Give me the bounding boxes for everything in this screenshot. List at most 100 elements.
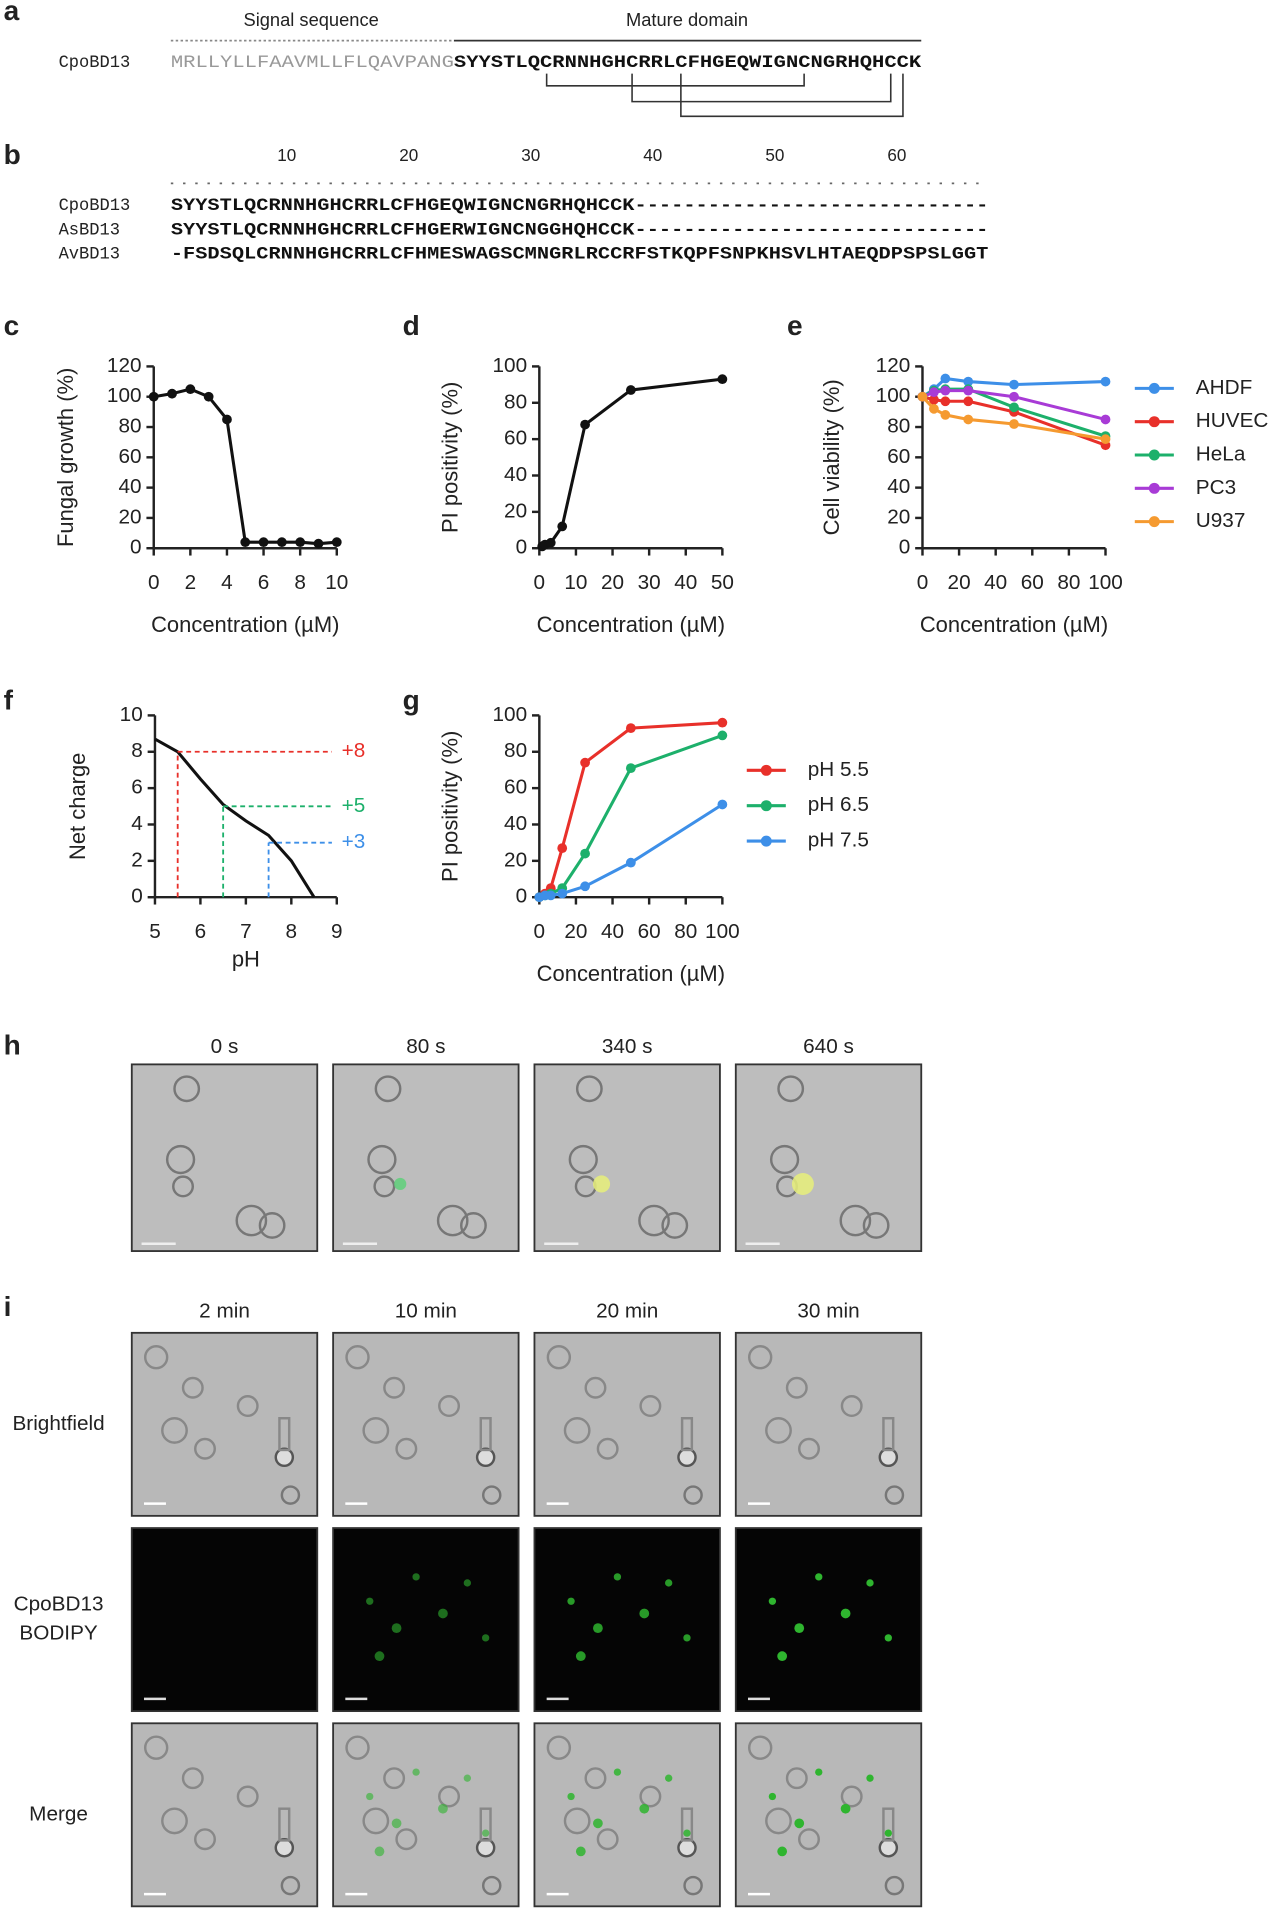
y-tick-label: 60: [504, 427, 527, 450]
point: [580, 848, 590, 859]
y-tick-label: 120: [107, 354, 142, 377]
signal: [593, 1175, 611, 1193]
point: [222, 414, 232, 425]
x-tick-label: 20: [948, 571, 971, 594]
panel-label: b: [4, 139, 21, 170]
seq-name: AsBD13: [59, 221, 121, 240]
legend-marker: [1148, 516, 1160, 528]
point: [203, 391, 214, 402]
x-tick-label: 50: [711, 571, 734, 594]
legend-marker: [1148, 416, 1160, 428]
series-line: [541, 377, 723, 548]
y-tick-label: 0: [899, 536, 911, 559]
x-tick-label: 20: [564, 920, 587, 943]
point: [258, 537, 269, 548]
point: [1100, 414, 1111, 425]
x-tick-label: 5: [149, 920, 161, 943]
point: [276, 537, 287, 548]
x-tick-label: 20: [601, 571, 624, 594]
point: [1009, 419, 1019, 429]
y-tick-label: 4: [131, 812, 143, 835]
time-label: 0 s: [211, 1035, 239, 1058]
point: [963, 376, 974, 387]
point: [580, 757, 590, 768]
legend-label: pH 7.5: [808, 829, 869, 852]
point: [557, 843, 568, 854]
legend-label: pH 6.5: [808, 793, 869, 816]
y-tick-label: 0: [131, 885, 143, 908]
y-axis-label: PI positivity (%): [437, 731, 462, 882]
x-tick-label: 100: [705, 920, 740, 943]
point: [940, 396, 951, 407]
time-label: 340 s: [602, 1035, 653, 1058]
x-tick-label: 6: [258, 571, 270, 594]
ruler-number: 30: [521, 146, 540, 165]
ruler-number: 50: [765, 146, 784, 165]
time-label: 20 min: [596, 1300, 658, 1323]
y-tick-label: 0: [130, 536, 142, 559]
y-tick-label: 6: [131, 776, 143, 799]
point: [717, 374, 728, 385]
time-label: 2 min: [199, 1300, 250, 1323]
panel-label: f: [4, 684, 14, 715]
legend-marker: [760, 764, 772, 776]
point: [717, 730, 728, 741]
x-tick-label: 8: [286, 920, 298, 943]
series-line: [153, 387, 337, 546]
y-axis-label: PI positivity (%): [437, 382, 462, 533]
point: [1009, 402, 1019, 413]
legend-marker: [760, 835, 772, 847]
point: [1100, 434, 1111, 445]
panel-label: i: [4, 1291, 12, 1322]
x-tick-label: 0: [534, 571, 546, 594]
y-tick-label: 0: [516, 885, 528, 908]
point: [963, 414, 974, 425]
signal: [791, 1172, 814, 1195]
seq-name: AvBD13: [59, 246, 121, 265]
legend-label: HeLa: [1196, 442, 1246, 465]
row-label: Merge: [29, 1802, 88, 1825]
point: [625, 723, 636, 734]
y-tick-label: 80: [887, 415, 910, 438]
legend-label: HUVEC: [1196, 409, 1269, 432]
signal-seq: MRLLYLLFAAVMLLFLQAVPANG: [171, 54, 454, 73]
x-tick-label: 100: [1088, 571, 1123, 594]
ruler-number: 40: [643, 146, 662, 165]
y-tick-label: 10: [120, 703, 143, 726]
row-label: BODIPY: [19, 1622, 98, 1645]
point: [313, 538, 324, 549]
series-line: [538, 721, 723, 899]
y-axis-label: Fungal growth (%): [53, 368, 78, 547]
legend-label: PC3: [1196, 476, 1236, 499]
panel-label: d: [403, 310, 420, 341]
y-tick-label: 100: [107, 384, 142, 407]
point: [185, 384, 196, 395]
panel-label: g: [403, 684, 420, 715]
micrograph: [734, 1063, 923, 1252]
header: Mature domain: [626, 9, 748, 30]
legend-marker: [1148, 382, 1160, 394]
micrograph: [130, 1331, 319, 1517]
ruler-number: 60: [887, 146, 906, 165]
x-tick-label: 7: [240, 920, 252, 943]
point: [929, 403, 939, 414]
series-line: [154, 737, 316, 899]
panel-label: a: [4, 0, 20, 26]
point: [963, 396, 974, 407]
point: [929, 387, 939, 398]
point: [717, 799, 728, 810]
y-tick-label: 80: [504, 390, 527, 413]
point: [940, 410, 951, 420]
panel-label: c: [4, 310, 20, 341]
series-line: [538, 733, 723, 899]
x-tick-label: 60: [638, 920, 661, 943]
point: [625, 385, 636, 395]
aligned-seq: -FSDSQLCRNNHGHCRRLCFHMESWAGSCMNGRLRCCRFS…: [171, 246, 989, 265]
mature-seq: SYYSTLQCRNNHGHCRRLCFHGEQWIGNCNGRHQHCCK: [454, 54, 922, 73]
time-label: 640 s: [803, 1035, 854, 1058]
y-tick-label: 20: [504, 848, 527, 871]
y-tick-label: 100: [493, 354, 528, 377]
x-axis-label: Concentration (µM): [151, 612, 339, 637]
point: [1009, 379, 1019, 390]
y-axis-label: Net charge: [65, 753, 90, 860]
